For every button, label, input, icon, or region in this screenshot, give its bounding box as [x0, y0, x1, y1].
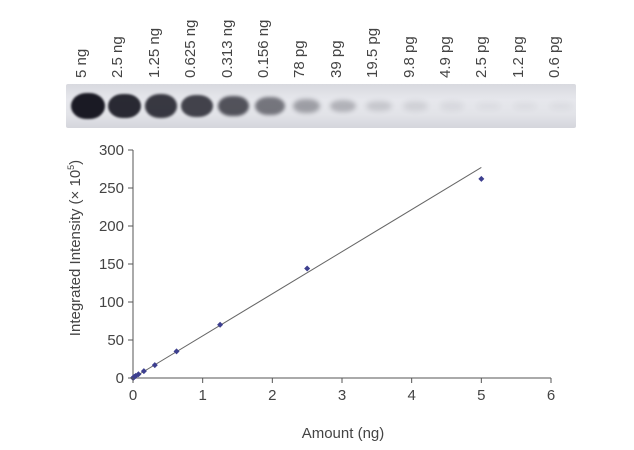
gel-band [71, 93, 105, 119]
lane-label: 1.2 pg [509, 36, 527, 78]
lane-label: 0.156 ng [255, 19, 272, 78]
gel-blot-image [66, 84, 576, 128]
trend-line-segment [132, 167, 482, 379]
gel-band [255, 97, 285, 115]
gel-band [476, 101, 501, 111]
y-axis-title-main: Integrated Intensity (× 10 [67, 170, 84, 336]
x-axis-title: Amount (ng) [302, 425, 385, 442]
x-tick-label: 4 [407, 387, 415, 404]
x-tick-label: 3 [338, 387, 346, 404]
x-tick-label: 1 [198, 387, 206, 404]
lane-label: 39 pg [327, 40, 345, 78]
y-tick-label: 150 [99, 256, 124, 273]
lane-label: 4.9 pg [437, 36, 454, 78]
gel-band [218, 95, 250, 117]
y-axis-ticks: 0 50 100 150 200 250 300 [99, 142, 133, 387]
y-axis-title-close: ) [67, 160, 84, 165]
y-tick-label: 100 [99, 294, 124, 311]
data-point [217, 321, 224, 328]
x-axis-ticks: 0 1 2 3 4 5 6 [129, 378, 555, 404]
y-axis-title-exponent: 5 [66, 165, 76, 170]
x-tick-label: 6 [547, 387, 555, 404]
gel-band [329, 99, 357, 113]
gel-band [181, 94, 214, 118]
x-tick-label: 0 [129, 387, 137, 404]
gel-band [292, 98, 321, 114]
lane-label: 2.5 pg [473, 36, 491, 78]
lane-label: 0.6 pg [546, 36, 564, 78]
gel-band [144, 94, 178, 118]
x-tick-label: 2 [268, 387, 276, 404]
y-tick-label: 50 [107, 332, 124, 349]
y-tick-label: 200 [99, 218, 124, 235]
lane-label: 19.5 pg [364, 27, 382, 78]
gel-band [549, 101, 574, 111]
data-point [151, 362, 158, 369]
gel-band [366, 100, 392, 112]
gel-band [403, 101, 429, 111]
lane-label: 78 pg [291, 40, 309, 78]
chart-axes [132, 150, 551, 379]
lane-label: 0.625 ng [182, 19, 200, 78]
data-point [478, 175, 485, 182]
lane-label: 2.5 ng [109, 36, 127, 78]
data-point [140, 368, 147, 375]
trend-line [132, 167, 482, 379]
gel-band [107, 93, 141, 119]
data-point [304, 265, 311, 272]
data-points [130, 175, 485, 381]
data-point [135, 371, 142, 378]
calibration-chart: 0 1 2 3 4 5 6 0 50 100 150 200 250 300 Amount (ng) I… [66, 142, 555, 442]
lane-label: 5 ng [73, 48, 90, 78]
y-axis-title: Integrated Intensity (× 105) [66, 160, 84, 336]
lane-label: 1.25 ng [145, 27, 163, 78]
lane-labels: 5 ng 2.5 ng 1.25 ng 0.625 ng 0.313 ng 0.156 n… [0, 0, 634, 80]
x-tick-label: 5 [477, 387, 485, 404]
y-tick-label: 300 [99, 142, 124, 159]
lane-label: 9.8 pg [400, 36, 418, 78]
lane-label: 0.313 ng [218, 19, 236, 78]
y-tick-label: 250 [99, 180, 124, 197]
gel-band [512, 101, 537, 111]
y-tick-label: 0 [116, 370, 124, 387]
gel-band [439, 101, 465, 111]
data-point [173, 348, 180, 355]
